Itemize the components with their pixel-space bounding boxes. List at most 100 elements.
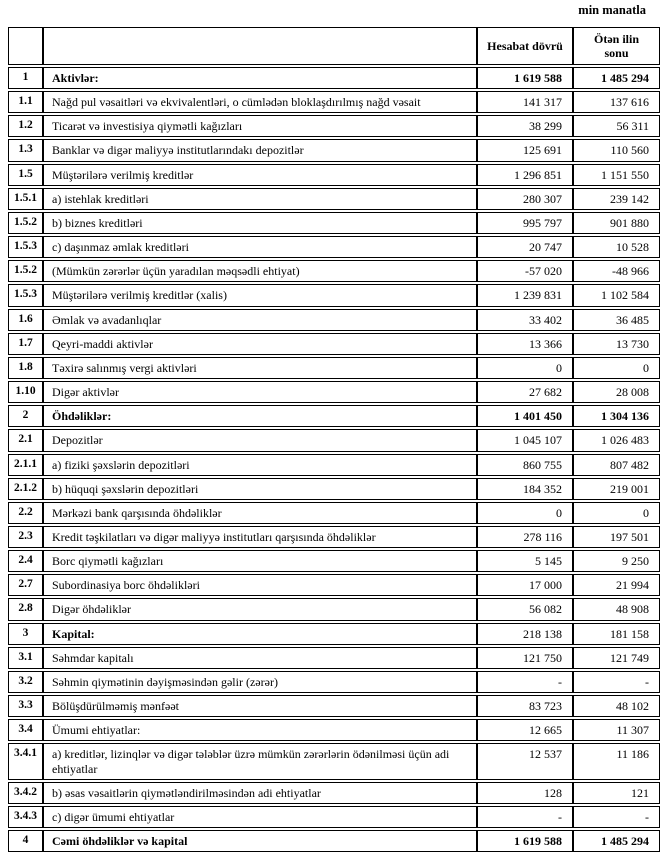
row-previous-value: 137 616 <box>573 91 660 114</box>
row-number: 1.3 <box>8 139 43 162</box>
row-previous-value: 1 102 584 <box>573 284 660 307</box>
row-previous-value: - <box>573 670 660 694</box>
row-previous-value: 36 485 <box>573 308 660 331</box>
table-row: 3.4.2 b) əsas vəsaitlərin qiymətləndiril… <box>8 781 660 804</box>
row-label: b) biznes kreditləri <box>43 211 477 235</box>
row-previous-value: 121 <box>573 781 660 804</box>
balance-sheet-table: Hesabat dövrü Ötən ilin sonu 1 Aktivlər:… <box>8 25 660 854</box>
table-row: 1 Aktivlər: 1 619 588 1 485 294 <box>8 67 660 90</box>
row-label: Cəmi öhdəliklər və kapital <box>43 830 477 853</box>
table-row: 2.3 Kredit təşkilatları və digər maliyyə… <box>8 525 660 549</box>
header-current-period: Hesabat dövrü <box>477 27 573 65</box>
table-row: 1.5 Müştərilərə verilmiş kreditlər 1 296… <box>8 163 660 186</box>
row-current-value: 33 402 <box>477 308 573 331</box>
row-previous-value: 0 <box>573 356 660 380</box>
row-number: 1.2 <box>8 115 43 138</box>
row-number: 2.1.1 <box>8 453 43 476</box>
row-label: Borc qiymətli kağızları <box>43 550 477 573</box>
row-label: b) hüquqi şəxslərin depozitləri <box>43 477 477 500</box>
row-current-value: -57 020 <box>477 260 573 283</box>
table-row: 2.1 Depozitlər 1 045 107 1 026 483 <box>8 429 660 452</box>
row-previous-value: 11 307 <box>573 719 660 742</box>
table-row: 3.4.1 a) kreditlər, lizinqlər və digər t… <box>8 743 660 780</box>
row-label: (Mümkün zərərlər üçün yaradılan məqsədli… <box>43 260 477 283</box>
row-number: 1.10 <box>8 381 43 404</box>
row-number: 3.3 <box>8 695 43 718</box>
table-row: 1.3 Banklar və digər maliyyə institutlar… <box>8 139 660 162</box>
row-current-value: 278 116 <box>477 525 573 549</box>
table-row: 1.2 Ticarət və investisiya qiymətli kağı… <box>8 115 660 138</box>
table-body: 1 Aktivlər: 1 619 588 1 485 294 1.1 Nağd… <box>8 67 660 853</box>
row-previous-value: 13 730 <box>573 332 660 355</box>
row-number: 1.5.3 <box>8 236 43 259</box>
row-label: Digər aktivlər <box>43 381 477 404</box>
table-row: 2.2 Mərkəzi bank qarşısında öhdəliklər 0… <box>8 501 660 524</box>
table-row: 1.5.3 Müştərilərə verilmiş kreditlər (xa… <box>8 284 660 307</box>
row-current-value: 1 619 588 <box>477 67 573 90</box>
row-number: 1 <box>8 67 43 90</box>
row-previous-value: 56 311 <box>573 115 660 138</box>
table-row: 3.2 Səhmin qiymətinin dəyişməsindən gəli… <box>8 670 660 694</box>
row-number: 3.4.1 <box>8 743 43 780</box>
table-row: 3.4 Ümumi ehtiyatlar: 12 665 11 307 <box>8 719 660 742</box>
row-current-value: - <box>477 670 573 694</box>
row-label: Ticarət və investisiya qiymətli kağızlar… <box>43 115 477 138</box>
row-label: a) kreditlər, lizinqlər və digər tələblə… <box>43 743 477 780</box>
row-current-value: 0 <box>477 356 573 380</box>
row-current-value: 83 723 <box>477 695 573 718</box>
table-row: 1.10 Digər aktivlər 27 682 28 008 <box>8 381 660 404</box>
row-label: Mərkəzi bank qarşısında öhdəliklər <box>43 501 477 524</box>
row-label: c) daşınmaz əmlak kreditləri <box>43 236 477 259</box>
row-label: Aktivlər: <box>43 67 477 90</box>
row-label: a) istehlak kreditləri <box>43 187 477 210</box>
row-current-value: 1 296 851 <box>477 163 573 186</box>
row-number: 1.1 <box>8 91 43 114</box>
row-current-value: - <box>477 805 573 828</box>
row-label: Kredit təşkilatları və digər maliyyə ins… <box>43 525 477 549</box>
table-row: 1.5.2 b) biznes kreditləri 995 797 901 8… <box>8 211 660 235</box>
row-current-value: 125 691 <box>477 139 573 162</box>
row-current-value: 1 619 588 <box>477 830 573 853</box>
row-previous-value: 121 749 <box>573 646 660 669</box>
header-description-column <box>43 27 477 65</box>
table-row: 1.5.1 a) istehlak kreditləri 280 307 239… <box>8 187 660 210</box>
row-current-value: 27 682 <box>477 381 573 404</box>
row-current-value: 20 747 <box>477 236 573 259</box>
row-previous-value: 10 528 <box>573 236 660 259</box>
row-previous-value: 9 250 <box>573 550 660 573</box>
row-current-value: 38 299 <box>477 115 573 138</box>
row-current-value: 17 000 <box>477 574 573 597</box>
row-previous-value: 21 994 <box>573 574 660 597</box>
row-previous-value: 901 880 <box>573 211 660 235</box>
row-number: 3.4.3 <box>8 805 43 828</box>
row-label: Banklar və digər maliyyə institutlarında… <box>43 139 477 162</box>
row-label: a) fiziki şəxslərin depozitləri <box>43 453 477 476</box>
table-row: 1.8 Təxirə salınmış vergi aktivləri 0 0 <box>8 356 660 380</box>
row-label: Qeyri-maddi aktivlər <box>43 332 477 355</box>
row-number: 1.5 <box>8 163 43 186</box>
row-number: 1.5.1 <box>8 187 43 210</box>
row-current-value: 0 <box>477 501 573 524</box>
row-previous-value: 11 186 <box>573 743 660 780</box>
row-number: 1.8 <box>8 356 43 380</box>
row-number: 4 <box>8 830 43 853</box>
row-current-value: 1 239 831 <box>477 284 573 307</box>
row-previous-value: 1 151 550 <box>573 163 660 186</box>
row-previous-value: 48 908 <box>573 598 660 621</box>
row-previous-value: 28 008 <box>573 381 660 404</box>
table-row: 3.3 Bölüşdürülməmiş mənfəət 83 723 48 10… <box>8 695 660 718</box>
table-row: 3.4.3 c) digər ümumi ehtiyatlar - - <box>8 805 660 828</box>
row-label: Ümumi ehtiyatlar: <box>43 719 477 742</box>
table-row: 2.8 Digər öhdəliklər 56 082 48 908 <box>8 598 660 621</box>
row-label: Müştərilərə verilmiş kreditlər <box>43 163 477 186</box>
row-number: 3.1 <box>8 646 43 669</box>
row-label: Bölüşdürülməmiş mənfəət <box>43 695 477 718</box>
row-number: 1.6 <box>8 308 43 331</box>
table-row: 2.7 Subordinasiya borc öhdəlikləri 17 00… <box>8 574 660 597</box>
row-label: Səhmin qiymətinin dəyişməsindən gəlir (z… <box>43 670 477 694</box>
row-current-value: 121 750 <box>477 646 573 669</box>
row-number: 3.4.2 <box>8 781 43 804</box>
row-number: 2.4 <box>8 550 43 573</box>
row-number: 3.2 <box>8 670 43 694</box>
